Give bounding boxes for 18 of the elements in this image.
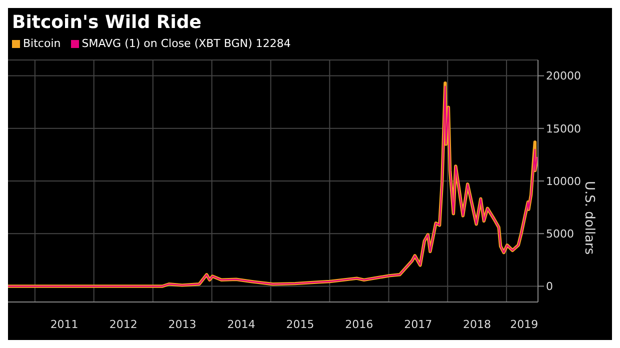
x-tick-label: 2013: [168, 318, 196, 331]
x-tick-label: 2012: [109, 318, 138, 331]
x-tick-label: 2016: [345, 318, 374, 331]
x-tick-label: 2015: [286, 318, 314, 331]
legend-label: SMAVG (1) on Close (XBT BGN) 12284: [82, 37, 291, 50]
y-tick-label: 5000: [546, 228, 574, 241]
x-tick-label: 2017: [404, 318, 432, 331]
y-tick-label: 15000: [546, 122, 581, 136]
y-tick-label: 0: [546, 280, 553, 294]
y-axis-title: U.S. dollars: [581, 181, 596, 255]
legend-label: Bitcoin: [23, 37, 61, 50]
chart-title: Bitcoin's Wild Ride: [11, 11, 202, 35]
x-tick-label: 2018: [462, 318, 491, 331]
y-tick-label: 20000: [546, 70, 581, 83]
x-tick-label: 2011: [50, 318, 78, 331]
y-tick-label: 10000: [546, 174, 581, 188]
x-tick-label: 2019: [510, 318, 538, 331]
x-tick-label: 2014: [227, 318, 256, 331]
